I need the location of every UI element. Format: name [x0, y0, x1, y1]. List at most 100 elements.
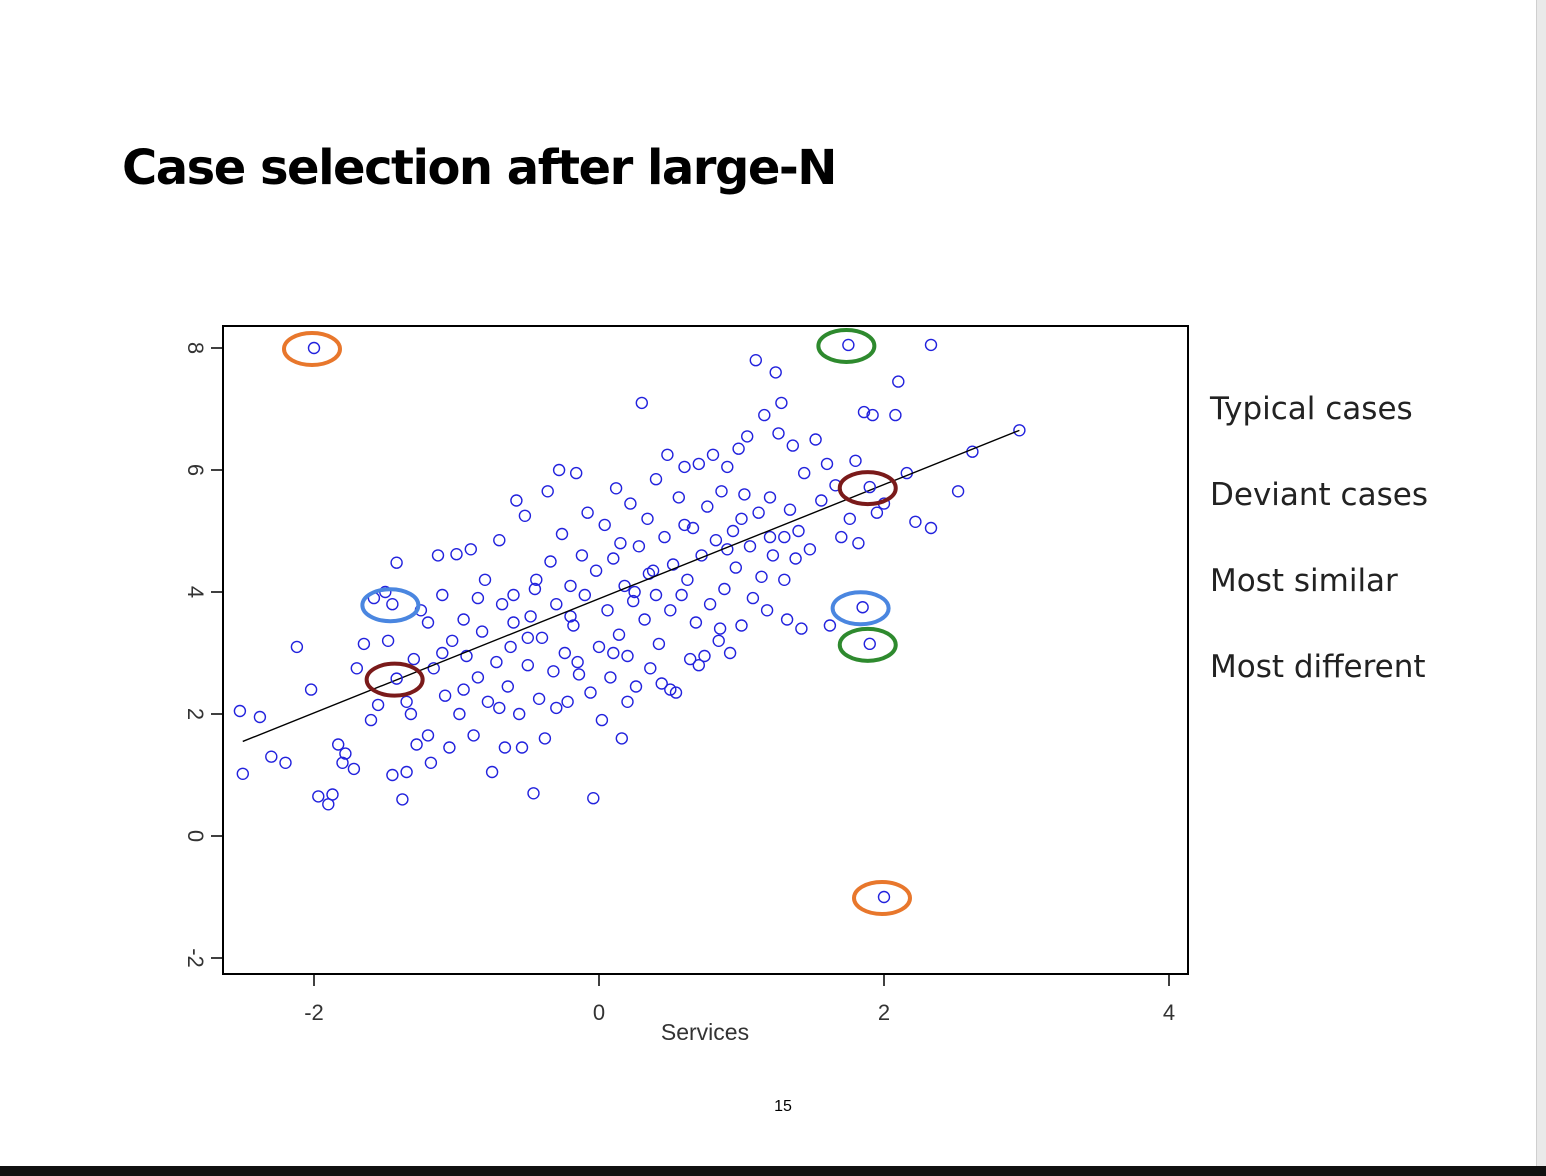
highlighted-point	[307, 341, 321, 355]
data-point	[336, 756, 349, 769]
data-point	[464, 543, 477, 556]
data-point	[279, 756, 292, 769]
data-point	[892, 375, 905, 388]
case-highlight-ellipse	[816, 327, 877, 364]
data-point	[655, 677, 668, 690]
data-point	[698, 649, 711, 663]
data-point	[649, 588, 663, 602]
data-point	[678, 518, 691, 532]
highlighted-point	[863, 480, 876, 494]
data-point	[612, 628, 626, 641]
data-point	[614, 537, 627, 550]
data-point	[421, 616, 435, 629]
data-point	[571, 655, 584, 669]
data-point	[743, 540, 757, 553]
data-point	[501, 680, 514, 693]
data-point	[578, 588, 591, 602]
data-point	[598, 518, 611, 532]
data-point	[438, 689, 452, 702]
data-point	[471, 671, 485, 684]
slide-title: Case selection after large-N	[122, 140, 837, 196]
data-point	[460, 649, 473, 663]
data-point	[431, 549, 445, 562]
data-point	[638, 613, 651, 626]
data-point	[457, 683, 470, 696]
data-point	[741, 430, 754, 443]
data-point	[339, 747, 352, 760]
case-highlight-ellipse	[830, 590, 891, 627]
data-point	[587, 792, 600, 805]
data-point	[735, 619, 748, 632]
data-point	[493, 701, 506, 715]
data-point	[607, 646, 620, 660]
data-point	[627, 594, 640, 608]
y-tick-label: 2	[183, 708, 208, 720]
data-point	[471, 591, 485, 605]
data-point	[849, 454, 862, 467]
data-point	[312, 790, 325, 803]
data-point	[547, 665, 560, 678]
data-point	[803, 543, 817, 556]
data-point	[852, 537, 865, 550]
data-point	[524, 610, 537, 623]
data-point	[632, 540, 646, 553]
data-point	[427, 662, 440, 675]
data-point	[527, 787, 540, 800]
data-point	[518, 509, 532, 522]
data-point	[721, 460, 734, 474]
data-point	[572, 668, 586, 681]
y-tick-label: 8	[183, 342, 208, 354]
data-point	[726, 524, 740, 538]
data-point	[400, 765, 413, 779]
data-point	[521, 631, 534, 644]
data-point	[609, 482, 623, 495]
data-point	[766, 549, 780, 562]
data-point	[410, 738, 423, 751]
data-point	[265, 750, 278, 763]
case-highlight-ellipse	[360, 587, 421, 624]
x-axis: -2 0 2 4	[304, 973, 1175, 1025]
data-point	[815, 494, 828, 507]
data-point	[550, 598, 563, 611]
data-point	[386, 768, 399, 782]
data-point	[835, 530, 848, 544]
data-point	[820, 457, 834, 471]
data-point	[607, 552, 620, 565]
data-point	[424, 756, 438, 769]
data-point	[446, 634, 459, 647]
data-point	[666, 558, 680, 571]
data-point	[664, 604, 677, 617]
data-point	[290, 640, 304, 654]
data-point	[658, 530, 671, 544]
data-point	[304, 683, 318, 696]
data-point	[521, 659, 534, 672]
data-point	[664, 683, 677, 696]
data-point	[535, 631, 549, 644]
data-point	[390, 556, 403, 569]
regression-line	[242, 429, 1020, 743]
highlighted-point	[877, 890, 891, 904]
data-point	[681, 573, 694, 586]
x-tick-label: -2	[304, 1000, 324, 1025]
x-axis-label: Services	[661, 1019, 749, 1045]
data-point	[513, 707, 526, 721]
data-point	[678, 460, 691, 474]
data-point	[592, 640, 606, 654]
y-tick-label: 6	[183, 464, 208, 476]
data-point	[475, 625, 489, 638]
data-point	[780, 613, 794, 626]
data-point	[763, 530, 777, 544]
data-point	[589, 564, 603, 577]
data-point	[772, 427, 785, 440]
data-point	[550, 701, 563, 715]
data-point	[538, 732, 552, 745]
data-point	[701, 500, 714, 513]
data-point	[457, 613, 470, 626]
data-point	[567, 619, 580, 632]
data-point	[507, 616, 520, 629]
data-point	[798, 466, 811, 480]
data-point	[789, 552, 802, 565]
data-point	[763, 491, 777, 504]
data-point	[400, 695, 413, 708]
